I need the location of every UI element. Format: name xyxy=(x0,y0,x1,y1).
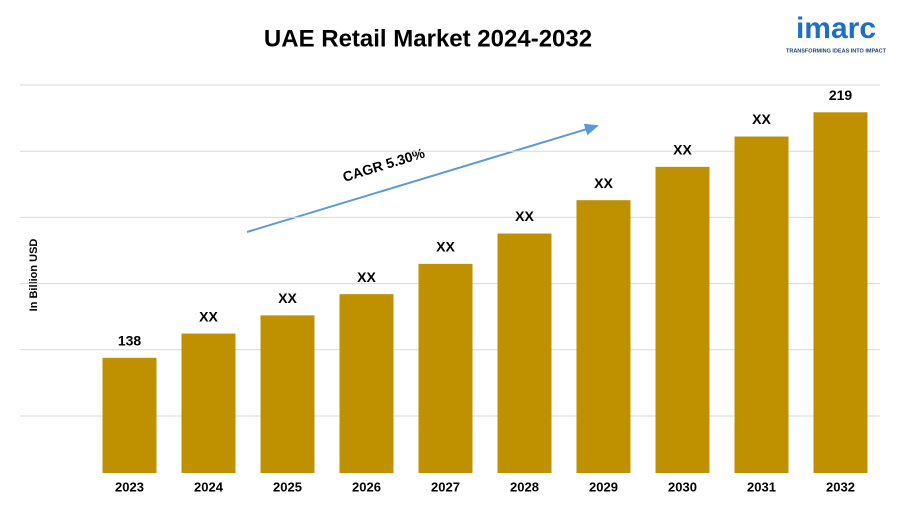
value-label: XX xyxy=(515,208,534,224)
x-tick-label: 2030 xyxy=(668,479,697,494)
logo-tagline: TRANSFORMING IDEAS INTO IMPACT xyxy=(786,48,887,54)
cagr-arrow xyxy=(246,123,599,233)
bar xyxy=(339,294,394,473)
y-axis-label: In Billion USD xyxy=(28,239,40,312)
bar xyxy=(181,333,236,473)
value-label: XX xyxy=(436,239,455,255)
value-label: XX xyxy=(357,269,376,285)
bar xyxy=(655,166,710,473)
x-tick-label: 2027 xyxy=(431,479,460,494)
bar xyxy=(418,263,473,473)
value-label: 138 xyxy=(118,333,142,349)
value-label: XX xyxy=(594,175,613,191)
chart-title: UAE Retail Market 2024-2032 xyxy=(264,25,592,52)
value-label: XX xyxy=(278,290,297,306)
value-label: XX xyxy=(199,308,218,324)
bar xyxy=(497,233,552,473)
bar xyxy=(102,357,157,473)
logo: imarc xyxy=(796,12,876,45)
bar xyxy=(576,200,631,473)
bar xyxy=(734,136,789,473)
x-tick-label: 2032 xyxy=(826,479,855,494)
x-tick-label: 2026 xyxy=(352,479,381,494)
value-label: 219 xyxy=(829,87,853,103)
x-tick-label: 2031 xyxy=(747,479,776,494)
x-tick-label: 2023 xyxy=(115,479,144,494)
value-label: XX xyxy=(673,142,692,158)
x-tick-label: 2025 xyxy=(273,479,302,494)
x-tick-label: 2024 xyxy=(194,479,224,494)
x-tick-label: 2029 xyxy=(589,479,618,494)
x-tick-label: 2028 xyxy=(510,479,539,494)
cagr-label: CAGR 5.30% xyxy=(341,145,427,185)
bar xyxy=(260,315,315,473)
bar xyxy=(813,112,868,473)
value-label: XX xyxy=(752,111,771,127)
